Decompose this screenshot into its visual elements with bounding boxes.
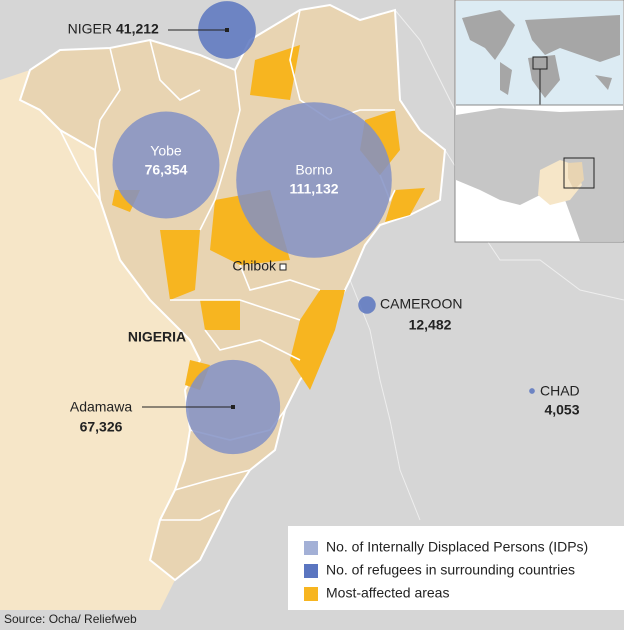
location-value: 12,482 (409, 317, 452, 333)
location-name: Yobe (150, 143, 182, 159)
legend-swatch (304, 564, 318, 578)
town-label: Chibok (232, 258, 277, 274)
bubble (236, 102, 392, 258)
country-label: NIGERIA (128, 329, 186, 345)
marker (231, 405, 235, 409)
legend-box (288, 526, 624, 610)
legend-swatch (304, 587, 318, 601)
town-marker (279, 263, 287, 271)
bubble (529, 388, 535, 394)
location-value: 41,212 (116, 21, 159, 37)
source: Source: Ocha/ Reliefweb (4, 612, 137, 626)
legend-label: No. of refugees in surrounding countries (326, 562, 575, 578)
location-name: CAMEROON (380, 296, 462, 312)
legend-label: Most-affected areas (326, 585, 449, 601)
bubble (358, 296, 376, 314)
legend: No. of Internally Displaced Persons (IDP… (304, 539, 588, 601)
location-value: 76,354 (145, 162, 188, 178)
inset-map (454, 0, 624, 243)
location-name: CHAD (540, 383, 580, 399)
legend-swatch (304, 541, 318, 555)
location-value: 111,132 (289, 181, 338, 197)
nigeria-land (0, 70, 200, 610)
bubble (112, 111, 220, 219)
location-name: Adamawa (70, 399, 132, 415)
location-name: NIGER (68, 21, 112, 37)
bubbles (112, 1, 535, 455)
location-name: Borno (295, 162, 333, 178)
location-value: 4,053 (544, 402, 579, 418)
legend-label: No. of Internally Displaced Persons (IDP… (326, 539, 588, 555)
location-value: 67,326 (80, 419, 123, 435)
marker (225, 28, 229, 32)
